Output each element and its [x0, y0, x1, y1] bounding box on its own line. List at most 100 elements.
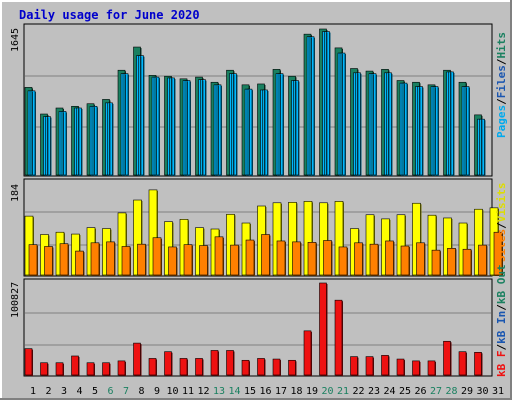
pages-bar: [122, 73, 126, 176]
x-axis-day-label: 10: [166, 386, 178, 397]
outer-bevel-top: [0, 0, 512, 2]
sites-bar: [323, 240, 332, 276]
x-axis-day-label: 28: [445, 386, 457, 397]
pages-bar: [231, 73, 234, 176]
legend-entry: Files: [495, 65, 508, 98]
pages-bar: [107, 102, 110, 176]
x-axis-day-label: 17: [275, 386, 287, 397]
hits-legend: Pages/Files/Hits: [495, 32, 508, 138]
sites-bar: [152, 237, 162, 276]
hits-ymax-label: 1645: [10, 28, 21, 52]
pages-bar: [417, 86, 420, 176]
x-axis-day-label: 2: [45, 386, 51, 397]
legend-entry: Sites: [495, 229, 508, 262]
pages-bar: [448, 71, 451, 176]
sites-bar: [168, 246, 177, 276]
chart-title: Daily usage for June 2020: [19, 8, 200, 22]
sites-bar: [292, 241, 301, 276]
x-axis-day-label: 26: [414, 386, 426, 397]
pages-bar: [370, 73, 374, 176]
pages-bar: [463, 86, 467, 176]
pages-bar: [246, 88, 250, 176]
x-axis-day-labels: 1 2 3 4 5 6 7 8 9 10 11 12 13 14 15 16 17 18 19 20 21 22 23 24 2…: [30, 386, 504, 397]
hits-panel: 1645 Pages/Files/Hits: [10, 23, 508, 177]
x-axis-day-label: 31: [492, 386, 504, 397]
pages-bar: [386, 72, 389, 176]
sites-bar: [276, 240, 286, 276]
x-axis-day-label: 9: [154, 386, 160, 397]
legend-separator: /: [495, 344, 508, 351]
kbytes-bar: [272, 358, 281, 376]
sites-bar: [478, 244, 487, 276]
kbytes-bar: [458, 351, 467, 376]
kbytes-bar: [133, 342, 141, 376]
x-axis-day-label: 11: [182, 386, 194, 397]
sites-bar: [214, 236, 224, 276]
kbytes-bar: [164, 351, 172, 376]
pages-bar: [200, 79, 203, 176]
kbytes-bar: [102, 362, 110, 376]
sites-bar: [245, 239, 255, 276]
x-axis-day-label: 1: [30, 386, 36, 397]
x-axis-day-label: 23: [368, 386, 380, 397]
visits-ymax-label: 184: [10, 184, 21, 202]
legend-text: kB F/kB In/kB Out: [495, 264, 508, 377]
pages-bar: [29, 90, 33, 176]
sites-bar: [369, 243, 379, 276]
pages-bar: [262, 89, 265, 176]
hits-bars: [24, 28, 486, 177]
pages-bar: [293, 80, 296, 176]
kbytes-bars: [24, 282, 483, 376]
pages-bar: [138, 55, 141, 176]
x-axis-day-label: 16: [259, 386, 271, 397]
x-axis-day-label: 30: [476, 386, 488, 397]
kbytes-bar: [40, 362, 48, 376]
pages-bar: [401, 82, 405, 176]
x-axis-day-label: 7: [123, 386, 129, 397]
pages-bar: [91, 105, 95, 176]
legend-separator: /: [495, 98, 508, 105]
sites-bar: [307, 242, 317, 276]
pages-bar: [277, 73, 281, 176]
x-axis-day-label: 3: [61, 386, 67, 397]
pages-bar: [184, 80, 188, 176]
pages-bar: [45, 116, 48, 176]
x-axis-day-label: 27: [430, 386, 442, 397]
x-axis-day-label: 4: [76, 386, 82, 397]
pages-bar: [169, 77, 172, 176]
sites-bar: [183, 244, 193, 276]
legend-entry: Hits: [495, 32, 508, 59]
x-axis-day-label: 12: [197, 386, 209, 397]
x-axis-day-label: 25: [399, 386, 411, 397]
pages-bar: [324, 31, 327, 176]
legend-text: Sites/Visits: [495, 183, 508, 263]
x-axis-day-label: 15: [244, 386, 256, 397]
legend-text: Pages/Files/Hits: [495, 32, 508, 138]
sites-bar: [121, 246, 131, 276]
x-axis-day-label: 29: [461, 386, 473, 397]
legend-entry: kB In: [495, 311, 508, 344]
outer-bevel-left: [0, 0, 2, 400]
pages-bar: [339, 52, 343, 176]
kbytes-bar: [288, 359, 296, 376]
kbytes-bar: [303, 330, 312, 376]
kbytes-legend: kB F/kB In/kB Out: [495, 264, 508, 377]
x-axis-day-label: 8: [138, 386, 144, 397]
sites-bar: [230, 244, 239, 276]
kbytes-bar: [241, 359, 250, 376]
pages-bar: [215, 84, 219, 176]
sites-bar: [75, 250, 84, 276]
visits-panel: 184 Sites/Visits: [10, 178, 508, 277]
x-axis-day-label: 5: [92, 386, 98, 397]
kbytes-bar: [334, 299, 343, 376]
kbytes-bar: [474, 352, 482, 376]
kbytes-bar: [195, 358, 203, 376]
kbytes-bar: [226, 350, 234, 376]
sites-bar: [385, 240, 394, 276]
kbytes-bar: [381, 355, 389, 376]
sites-bar: [338, 246, 348, 276]
kbytes-bar: [412, 360, 420, 376]
pages-bar: [432, 86, 436, 176]
x-axis-day-label: 20: [321, 386, 333, 397]
